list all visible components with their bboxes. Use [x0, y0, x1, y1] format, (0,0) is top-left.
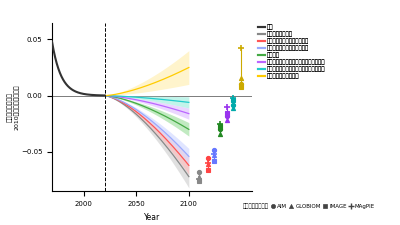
- X-axis label: Year: Year: [144, 213, 160, 222]
- Legend: 統合評価モデル群, AIM, GLOBIOM, IMAGE, MAgPIE: 統合評価モデル群, AIM, GLOBIOM, IMAGE, MAgPIE: [234, 201, 377, 211]
- Y-axis label: 生物多様性面積の
2010年値からの変化分: 生物多様性面積の 2010年値からの変化分: [7, 84, 19, 130]
- Legend: 過去, なりゆきシナリオ, 食料供給側での対策シナリオ, 食料需要側での対策シナリオ, 環境保護, 環境保護＋食料供給側での対策シナリオ, 環境保護＋食料需要側: 過去, なりゆきシナリオ, 食料供給側での対策シナリオ, 食料需要側での対策シナ…: [256, 22, 328, 81]
